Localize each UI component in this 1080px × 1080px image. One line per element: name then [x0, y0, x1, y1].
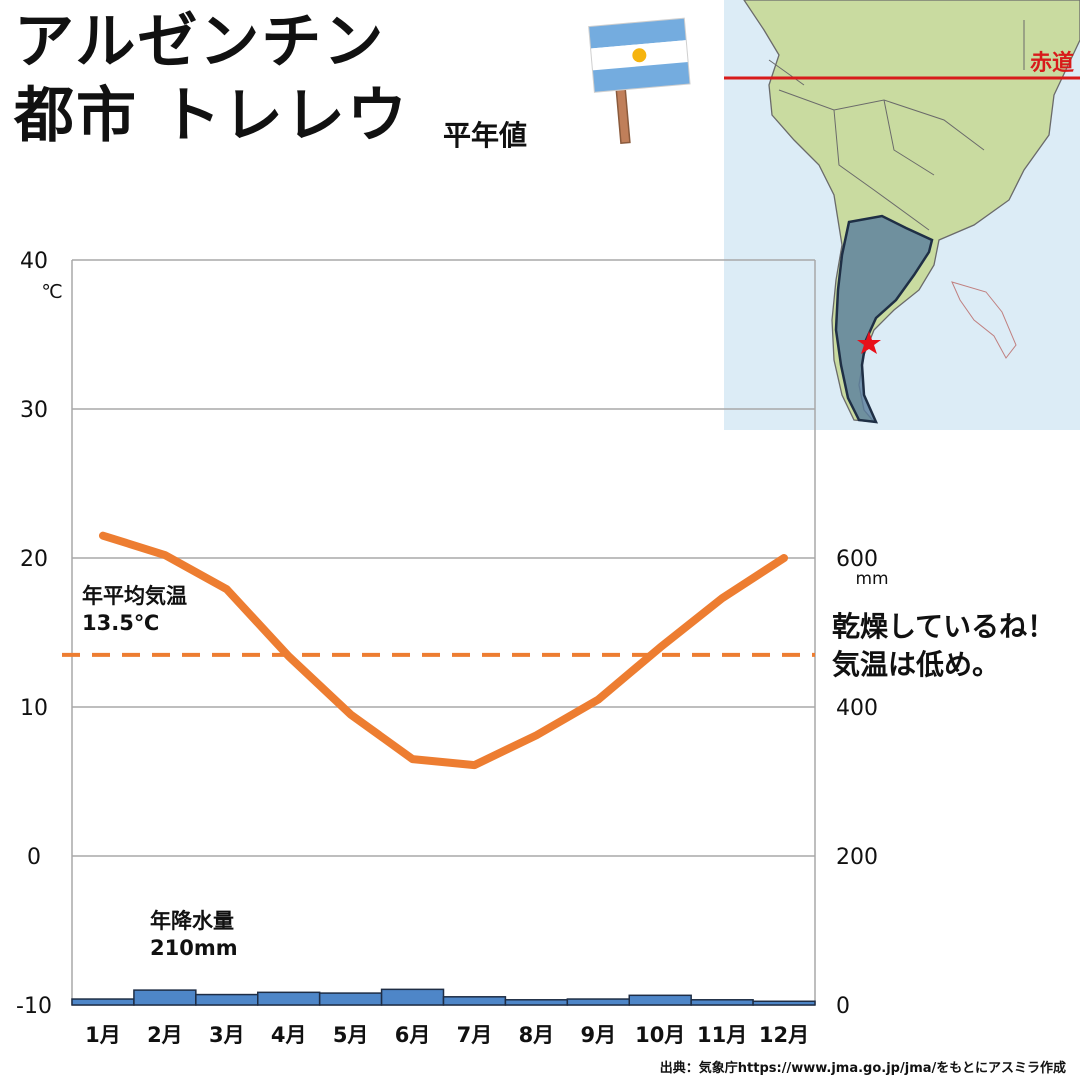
precip-bar	[257, 991, 321, 1006]
precip-bar	[566, 998, 630, 1006]
precip-bar	[504, 999, 569, 1006]
precipitation-bars	[71, 988, 816, 1006]
x-tick-label: 1月	[85, 1023, 121, 1047]
precip-bar	[690, 999, 754, 1006]
y-right-tick-label: 200	[836, 845, 878, 870]
y-left-tick-label: 40	[20, 249, 48, 274]
y-left-unit: ℃	[41, 281, 62, 303]
x-tick-label: 8月	[519, 1023, 555, 1047]
south-america-map: 赤道	[724, 0, 1080, 430]
page-title-city: 都市 トレレウ	[14, 81, 409, 151]
x-tick-label: 2月	[147, 1023, 183, 1047]
x-tick-label: 3月	[209, 1023, 245, 1047]
annual-temp-annotation: 年平均気温 13.5℃	[82, 583, 187, 637]
x-tick-label: 9月	[580, 1023, 616, 1047]
x-tick-label: 12月	[759, 1023, 809, 1047]
x-tick-label: 11月	[697, 1023, 747, 1047]
precip-bar	[133, 989, 197, 1006]
x-tick-label: 5月	[333, 1023, 369, 1047]
axes: 40 30 20 10 0 -10 ℃ 600 400 200 0 mm 1月 2月 3月 4月 5月 6月 7月 8…	[16, 249, 889, 1047]
y-left-tick-label: 30	[20, 398, 48, 423]
precip-bar	[628, 994, 692, 1006]
x-tick-label: 4月	[271, 1023, 307, 1047]
argentina-flag-icon	[588, 17, 691, 144]
city-star-marker	[857, 331, 881, 354]
comment-text: 乾燥しているね！ 気温は低め。	[832, 608, 1055, 684]
comment-line-2: 気温は低め。	[832, 648, 1001, 681]
y-left-tick-label: 10	[20, 696, 48, 721]
annual-precip-annotation: 年降水量 210mm	[150, 908, 238, 962]
precip-bar	[380, 988, 445, 1006]
precip-bar	[318, 992, 383, 1006]
y-right-tick-label: 600	[836, 547, 878, 572]
falkland-islands	[951, 281, 1017, 359]
annual-temp-value: 13.5℃	[82, 611, 160, 635]
subtitle: 平年値	[443, 119, 528, 152]
precip-bar	[752, 1000, 816, 1006]
precip-bar	[442, 996, 507, 1006]
neighbor-borders	[768, 20, 1025, 231]
y-left-tick-label: 0	[27, 845, 41, 870]
source-credit: 出典：気象庁https://www.jma.go.jp/jma/をもとにアスミラ…	[659, 1061, 1067, 1076]
y-left-tick-label: -10	[16, 994, 52, 1019]
annual-temp-label: 年平均気温	[82, 584, 187, 608]
annual-precip-label: 年降水量	[150, 909, 234, 933]
y-right-unit: mm	[855, 569, 888, 589]
comment-line-1: 乾燥しているね！	[832, 610, 1056, 643]
precip-bar	[71, 998, 135, 1006]
equator-label: 赤道	[1030, 50, 1074, 76]
annual-precip-value: 210mm	[150, 936, 238, 960]
y-left-tick-label: 20	[20, 547, 48, 572]
temperature-line	[62, 531, 815, 770]
x-tick-label: 7月	[457, 1023, 493, 1047]
x-tick-label: 6月	[395, 1023, 431, 1047]
precip-bar	[195, 993, 259, 1006]
argentina-region	[834, 214, 934, 424]
x-tick-label: 10月	[635, 1023, 685, 1047]
temperature-series	[98, 531, 789, 770]
page-title-country: アルゼンチン	[14, 7, 386, 77]
y-right-tick-label: 0	[836, 994, 850, 1019]
y-right-tick-label: 400	[836, 696, 878, 721]
